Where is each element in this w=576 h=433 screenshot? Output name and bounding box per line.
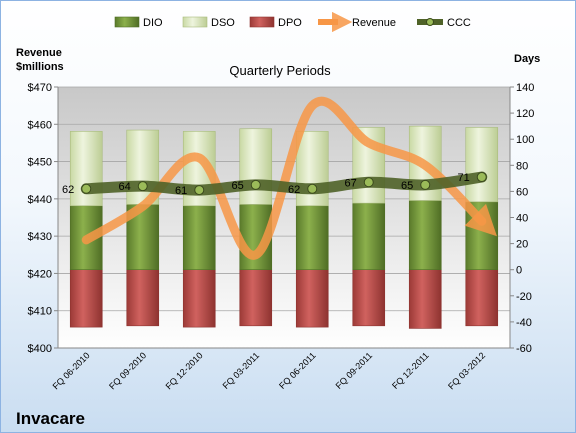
left-tick-label: $460 xyxy=(28,119,52,131)
lines: 62 64 61 65 62 67 65 71 xyxy=(62,96,497,260)
x-tick-label: FQ 12-2010 xyxy=(164,350,205,391)
legend-swatch-ccc-marker xyxy=(426,18,434,26)
ccc-point xyxy=(250,179,261,190)
legend-swatch-dso xyxy=(182,16,208,28)
right-tick-label: 140 xyxy=(516,82,534,94)
ccc-data-label: 62 xyxy=(288,184,300,196)
right-tick-label: 120 xyxy=(516,108,534,120)
right-tick-label: 80 xyxy=(516,160,528,172)
x-axis: FQ 06-2010 FQ 09-2010 FQ 12-2010 FQ 03-2011… xyxy=(51,347,510,391)
bar-dso xyxy=(295,131,329,207)
ccc-data-label: 65 xyxy=(232,180,244,192)
legend-label: Revenue xyxy=(352,17,396,29)
bar-dpo xyxy=(126,269,160,327)
ccc-data-label: 61 xyxy=(175,185,187,197)
ccc-point xyxy=(137,181,148,192)
legend-label: CCC xyxy=(447,17,471,29)
bar-dio xyxy=(182,205,216,271)
left-axis: $400 $410 $420 $430 $440 $450 $460 $470 xyxy=(28,82,59,355)
right-tick-label: 20 xyxy=(516,239,528,251)
legend-label: DPO xyxy=(278,17,302,29)
left-axis-label-line2: $millions xyxy=(16,61,64,73)
left-tick-label: $430 xyxy=(28,231,52,243)
bar-dio xyxy=(408,200,442,271)
right-axis-label: Days xyxy=(514,53,540,65)
bar-dpo xyxy=(408,269,442,329)
left-tick-label: $440 xyxy=(28,194,52,206)
bar-dpo xyxy=(352,269,386,327)
legend-label: DSO xyxy=(211,17,235,29)
bar-dio xyxy=(352,202,386,271)
x-tick-label: FQ 12-2011 xyxy=(390,350,431,391)
right-tick-label: -40 xyxy=(516,317,532,329)
ccc-data-label: 62 xyxy=(62,184,74,196)
right-axis: -60 -40 -20 0 20 40 60 80 100 120 140 xyxy=(509,82,534,355)
ccc-point xyxy=(476,172,487,183)
bar-dso xyxy=(69,131,103,207)
ccc-data-label: 71 xyxy=(458,172,470,184)
ccc-point xyxy=(307,183,318,194)
bar-dio xyxy=(295,205,329,271)
bar-dpo xyxy=(182,269,216,328)
left-tick-label: $450 xyxy=(28,157,52,169)
ccc-point xyxy=(81,183,92,194)
bar-dpo xyxy=(239,269,273,327)
right-tick-label: 40 xyxy=(516,213,528,225)
legend-label: DIO xyxy=(143,17,163,29)
ccc-point xyxy=(420,179,431,190)
left-tick-label: $410 xyxy=(28,306,52,318)
x-tick-label: FQ 06-2011 xyxy=(277,350,318,391)
x-tick-label: FQ 09-2011 xyxy=(334,350,375,391)
left-tick-label: $470 xyxy=(28,82,52,94)
right-tick-label: 0 xyxy=(516,265,522,277)
left-axis-label-line1: Revenue xyxy=(16,47,62,59)
chart-title: Quarterly Periods xyxy=(229,63,331,78)
x-tick-label: FQ 09-2010 xyxy=(107,350,148,391)
ccc-data-label: 67 xyxy=(345,177,357,189)
x-tick-label: FQ 06-2010 xyxy=(51,350,92,391)
right-tick-label: -20 xyxy=(516,291,532,303)
revenue-line xyxy=(81,96,497,260)
x-tick-label: FQ 03-2012 xyxy=(446,350,487,391)
ccc-data-label: 64 xyxy=(119,181,131,193)
bar-dso xyxy=(239,128,273,205)
x-tick-label: FQ 03-2011 xyxy=(221,350,262,391)
bar-dpo xyxy=(69,269,103,328)
company-name: Invacare xyxy=(16,409,85,428)
bar-dpo xyxy=(465,269,499,327)
ccc-point xyxy=(363,177,374,188)
bar-dso xyxy=(465,127,499,203)
right-tick-label: 100 xyxy=(516,134,534,146)
legend: DIO DSO DPO Revenue CCC xyxy=(114,11,471,33)
right-tick-label: 60 xyxy=(516,186,528,198)
left-tick-label: $400 xyxy=(28,343,52,355)
bar-dpo xyxy=(295,269,329,328)
ccc-data-label: 65 xyxy=(401,180,413,192)
bars xyxy=(69,125,499,329)
ccc-point xyxy=(194,185,205,196)
legend-swatch-dio xyxy=(114,16,140,28)
legend-swatch-dpo xyxy=(249,16,275,28)
right-tick-label: -60 xyxy=(516,343,532,355)
left-tick-label: $420 xyxy=(28,268,52,280)
